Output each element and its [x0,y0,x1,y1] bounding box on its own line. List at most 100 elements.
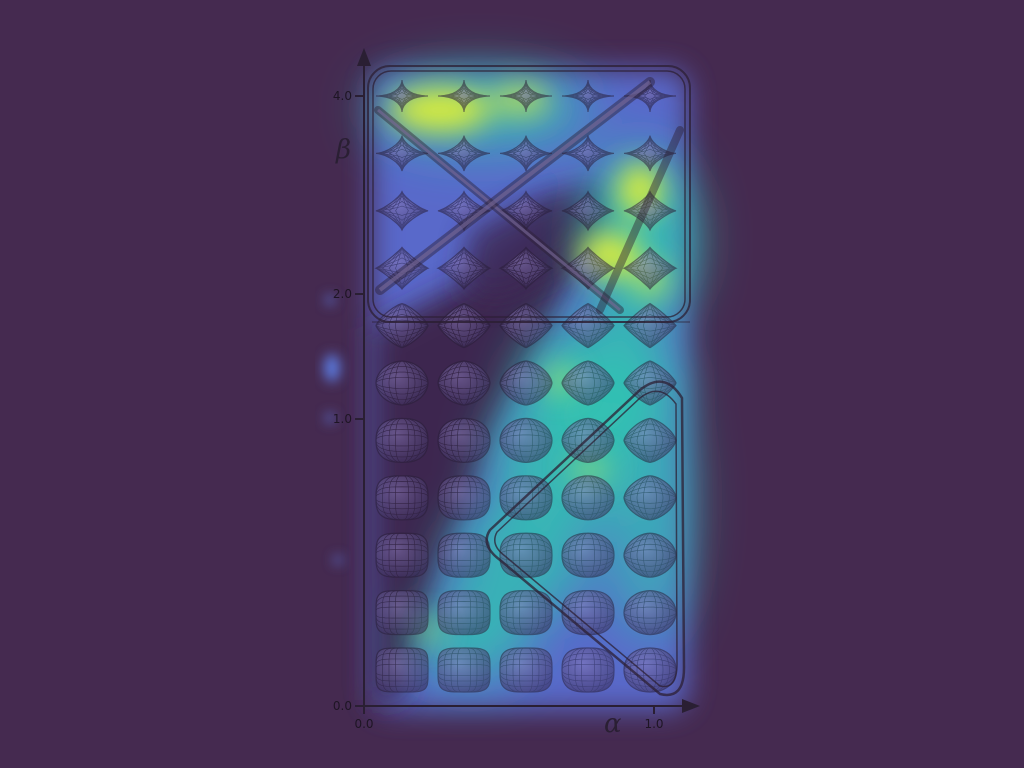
glyph-body [499,417,553,464]
glyph-meridian [382,418,422,463]
glyph-meridian [568,418,608,463]
top-frame-diagonal-1-inner [377,108,621,312]
glyph-meridian [643,360,657,406]
glyph-meridian [630,191,670,231]
glyph-meridian [643,418,657,463]
glyph-parallel [623,366,677,400]
glyph-meridian [457,590,471,635]
glyph-meridian [512,191,540,231]
superquadric-grid [374,80,678,693]
glyph-meridian [519,247,533,290]
glyph-meridian [568,647,608,693]
y-tick-label-0: 0.0 [333,699,352,713]
glyph-parallel [500,88,552,104]
glyph-meridian [382,135,422,171]
glyph-body [500,135,552,172]
glyph-meridian [388,532,416,578]
y-tick-label-1: 1.0 [333,412,352,426]
glyph-parallel [376,148,428,159]
glyph-parallel [624,205,676,216]
heat-speck [326,413,334,423]
glyph-parallel [499,308,553,343]
glyph-meridian [630,418,670,463]
superquadric-glyph [561,589,615,636]
glyph-meridian [574,475,602,521]
top-region-frame-inner [372,70,686,318]
glyph-meridian [444,647,484,693]
glyph-parallel [562,148,614,159]
glyph-meridian [395,590,409,635]
glyph-parallel [561,366,615,400]
glyph-meridian [574,532,602,578]
glyph-parallel [624,84,676,108]
superquadric-glyph [562,80,614,112]
glyph-parallel [562,139,614,168]
glyph-meridian [636,191,664,231]
superquadric-glyph [561,302,615,349]
superquadric-glyph [624,80,676,112]
glyph-meridian [388,647,416,693]
glyph-meridian [444,475,484,521]
glyph-meridian [382,191,422,231]
glyph-parallel [437,480,491,515]
glyph-parallel [561,252,615,285]
glyph-meridian [630,80,670,112]
glyph-parallel [561,480,615,515]
superquadric-glyph [375,302,429,349]
glyph-meridian [506,418,546,463]
glyph-parallel [437,252,491,285]
glyph-meridian [457,418,471,463]
glyph-meridian [388,247,416,290]
glyph-meridian [568,532,608,578]
x-axis-arrowhead [682,699,700,713]
superquadric-glyph [499,647,553,693]
glyph-parallel [376,84,428,108]
glyph-body [561,647,615,693]
glyph-parallel [623,595,677,630]
superquadric-glyph [376,80,428,112]
glyph-meridian [574,360,602,406]
glyph-meridian [519,532,533,578]
glyph-meridian [512,475,540,521]
glyph-meridian [630,303,670,348]
superquadric-glyph [375,417,429,464]
glyph-meridian [630,135,670,171]
glyph-body [437,417,491,464]
glyph-meridian [512,247,540,290]
glyph-meridian [636,360,664,406]
glyph-meridian [450,360,478,406]
superquadric-glyph [499,417,553,464]
glyph-parallel [562,88,614,104]
glyph-parallel [499,653,553,687]
superquadric-glyph [623,475,677,521]
glyph-meridian [637,135,663,171]
glyph-meridian [395,532,409,578]
glyph-meridian [444,418,484,463]
glyph-body [624,135,676,172]
glyph-meridian [506,80,546,112]
superquadric-glyph [438,135,490,172]
glyph-parallel [438,143,490,163]
glyph-body [375,647,429,693]
glyph-meridian [450,532,478,578]
glyph-meridian [574,647,602,693]
glyph-meridian [388,418,416,463]
superquadric-glyph [623,647,677,693]
glyph-parallel [438,148,490,159]
glyph-meridian [512,360,540,406]
glyph-parallel [623,423,677,458]
x-tick-label-0: 0.0 [354,717,373,731]
glyph-parallel [500,84,552,108]
heat-speck [324,354,340,382]
x-tick-label-1: 1.0 [644,717,663,731]
superquadric-glyph [499,532,553,578]
glyph-parallel [375,195,429,226]
glyph-meridian [506,135,546,171]
glyph-meridian [444,360,484,406]
superquadric-glyph [437,647,491,693]
glyph-meridian [629,246,671,290]
glyph-parallel [376,139,428,168]
glyph-meridian [395,303,409,349]
glyph-parallel [437,538,491,573]
glyph-meridian [450,247,478,290]
